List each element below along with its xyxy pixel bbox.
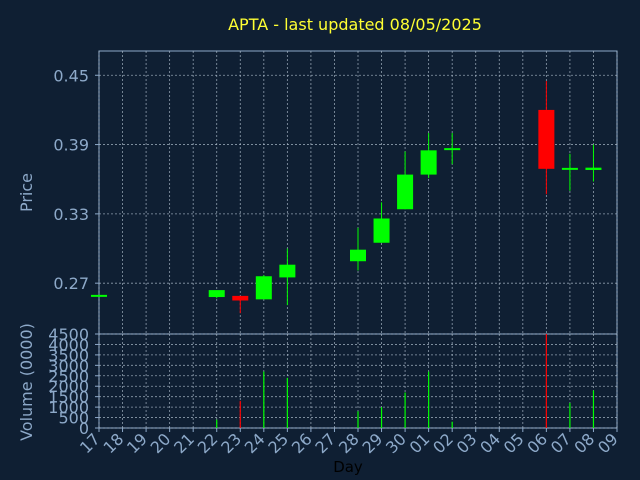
volume-tick-label: 4500 xyxy=(48,325,89,344)
day-axis-label: Day xyxy=(333,458,363,476)
price-tick-label: 0.39 xyxy=(53,136,89,155)
volume-tick-label: 2500 xyxy=(48,367,89,386)
volume-tick-label: 1000 xyxy=(48,398,89,417)
day-tick-label: 09 xyxy=(594,429,622,457)
candle-body xyxy=(349,249,367,262)
volume-tick-label: 0 xyxy=(79,419,89,438)
candle-body xyxy=(420,150,437,175)
candle-body xyxy=(538,109,555,169)
candle-body xyxy=(279,264,296,278)
chart-title: APTA - last updated 08/05/2025 xyxy=(228,15,482,34)
volume-tick-label: 2000 xyxy=(48,377,89,396)
volume-axis-label: Volume (0000) xyxy=(17,323,36,441)
candle-body xyxy=(397,174,414,210)
volume-tick-label: 4000 xyxy=(48,335,89,354)
candle-body xyxy=(208,290,225,298)
price-tick-label: 0.33 xyxy=(53,205,89,224)
candle-body xyxy=(373,218,390,243)
price-panel: 0.27 0.33 0.39 0.45 Price xyxy=(17,50,618,335)
volume-tick-label: 3500 xyxy=(48,346,89,365)
candle-body xyxy=(585,167,602,170)
volume-tick-label: 3000 xyxy=(48,356,89,375)
candle-body xyxy=(232,295,249,301)
price-tick-label: 0.45 xyxy=(53,66,89,85)
volume-tick-label: 500 xyxy=(58,409,89,428)
price-tick-label: 0.27 xyxy=(53,274,89,293)
price-axis-label: Price xyxy=(17,173,36,212)
candle-body xyxy=(255,276,272,300)
volume-tick-label: 1500 xyxy=(48,388,89,407)
